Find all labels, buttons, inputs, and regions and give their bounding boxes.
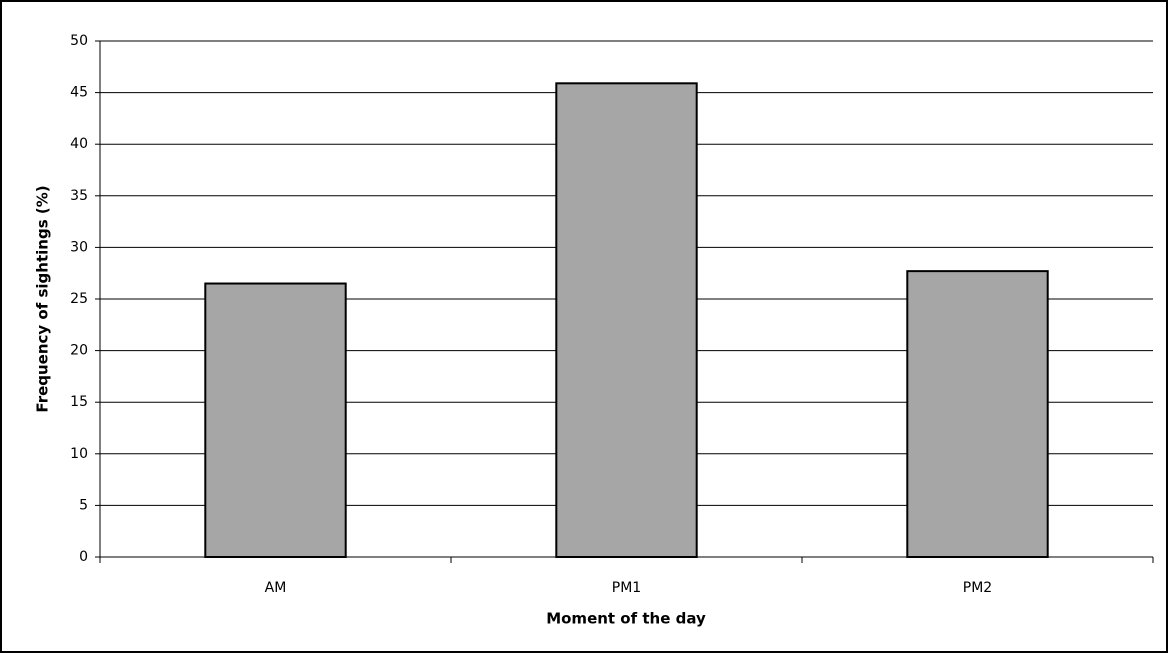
x-tick-label: AM <box>265 580 287 596</box>
x-tick-label: PM1 <box>612 580 641 596</box>
x-axis-title: Moment of the day <box>546 610 706 628</box>
y-tick-label: 50 <box>70 33 88 49</box>
bar <box>906 270 1049 558</box>
x-tick-label: PM2 <box>963 580 992 596</box>
y-tick-label: 10 <box>70 446 88 462</box>
y-tick-label: 40 <box>70 136 88 152</box>
y-tick-label: 15 <box>70 394 88 410</box>
y-tick-label: 45 <box>70 85 88 101</box>
y-axis-title: Frequency of sightings (%) <box>34 185 52 412</box>
y-tick-label: 25 <box>70 291 88 307</box>
y-tick-label: 5 <box>79 497 88 513</box>
y-tick-label: 30 <box>70 239 88 255</box>
y-tick-label: 20 <box>70 343 88 359</box>
y-tick-label: 0 <box>79 549 88 565</box>
bar <box>555 82 698 558</box>
y-tick-label: 35 <box>70 188 88 204</box>
bar <box>204 282 347 558</box>
